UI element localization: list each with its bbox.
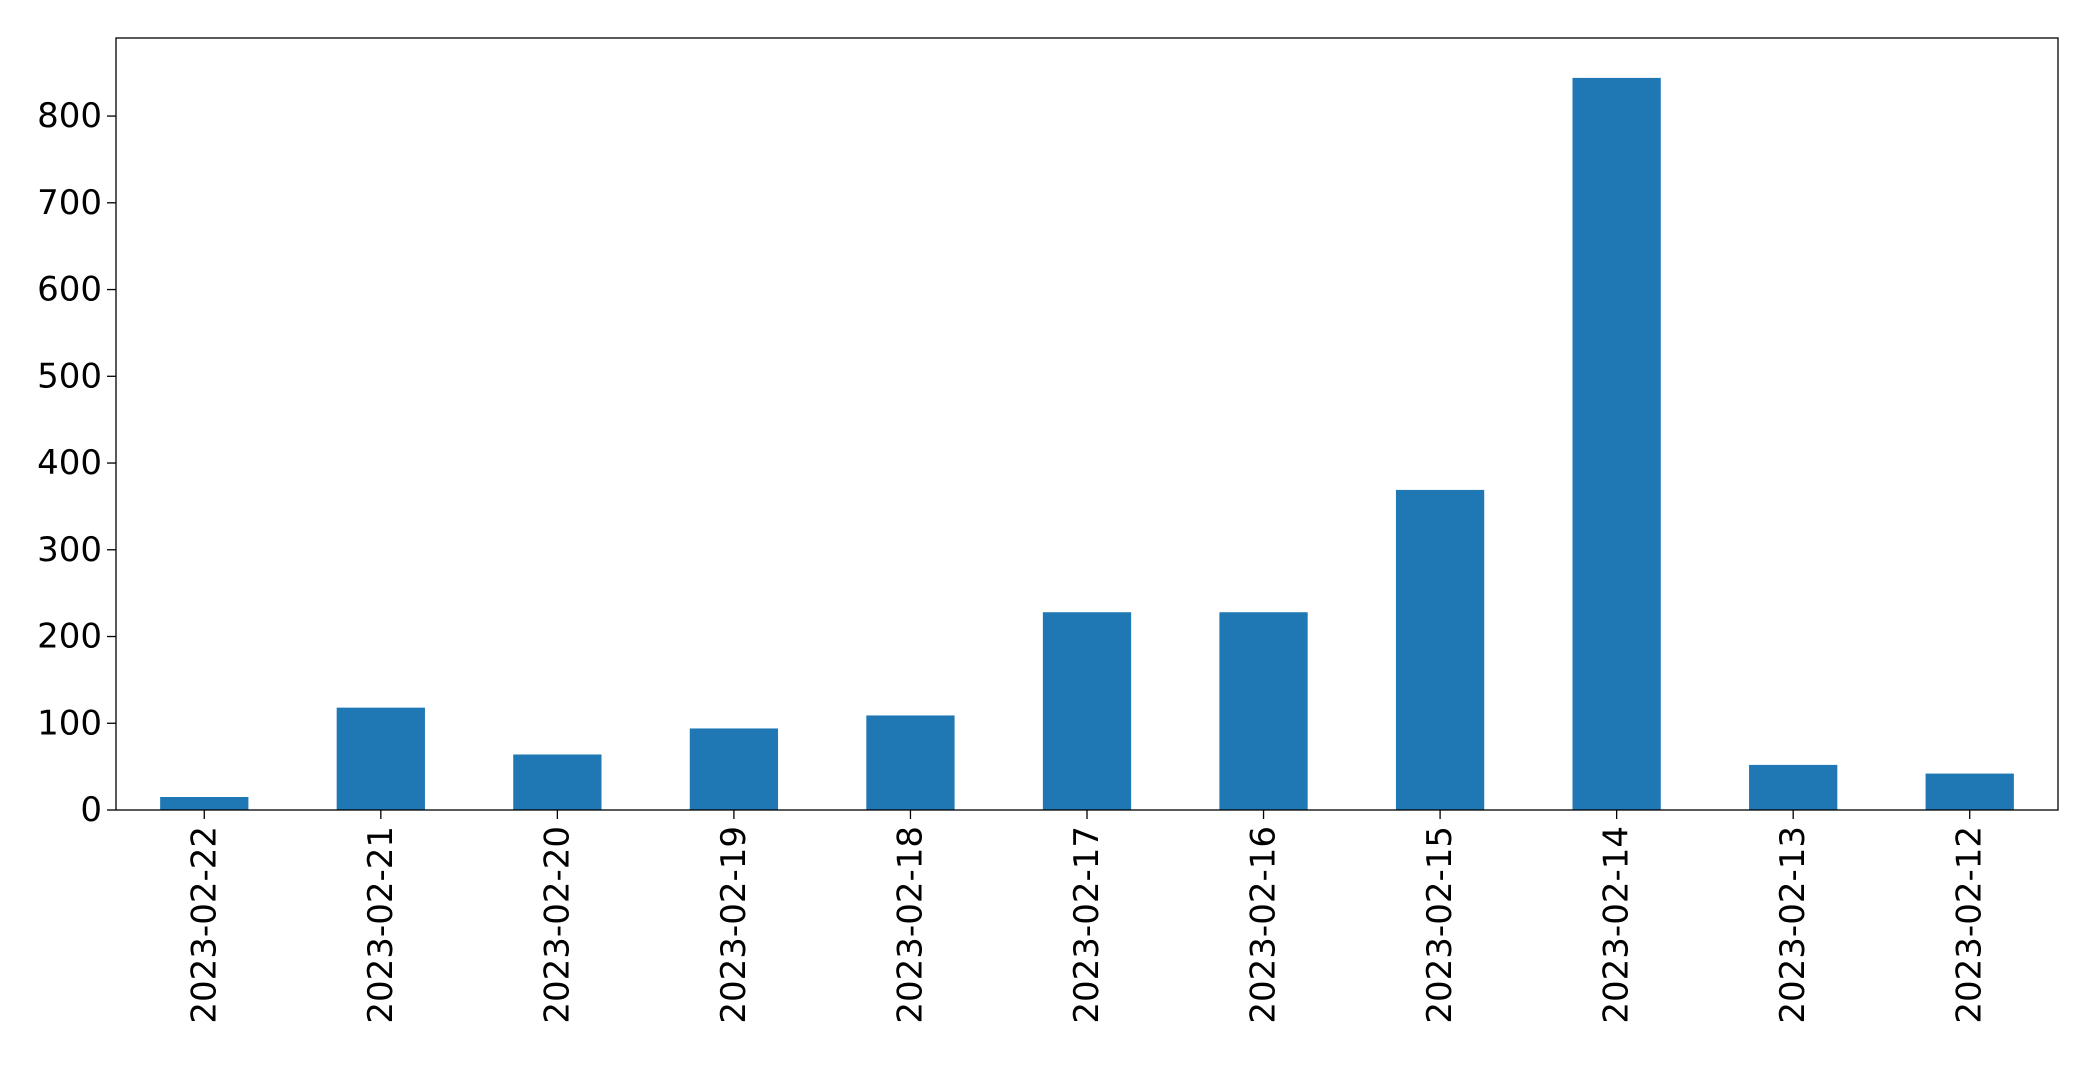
x-tick-label: 2023-02-20 (537, 826, 577, 1024)
y-tick-label: 500 (37, 356, 102, 396)
y-tick-label: 300 (37, 530, 102, 570)
x-tick-label: 2023-02-14 (1597, 826, 1637, 1024)
x-tick-label: 2023-02-16 (1244, 826, 1284, 1024)
bar-2023-02-12 (1925, 773, 2014, 810)
y-tick-label: 600 (37, 270, 102, 310)
bar-2023-02-13 (1749, 764, 1838, 810)
y-tick-label: 100 (37, 703, 102, 743)
x-tick-label: 2023-02-17 (1067, 826, 1107, 1024)
y-tick-label: 400 (37, 443, 102, 483)
bar-2023-02-18 (866, 715, 955, 810)
bar-2023-02-19 (689, 728, 779, 810)
axes-layer: 0 100 200 300 400 500 600 700 800 2023-02-22 2023-… (37, 37, 2059, 1024)
bar-2023-02-15 (1395, 489, 1485, 810)
bar-2023-02-17 (1042, 612, 1132, 810)
bar-2023-02-16 (1219, 612, 1308, 810)
y-tick-label: 700 (37, 183, 102, 223)
x-tick-label: 2023-02-19 (714, 826, 754, 1024)
x-tick-label: 2023-02-21 (361, 826, 401, 1024)
bars-layer (160, 77, 2014, 810)
bar-2023-02-21 (336, 707, 425, 810)
x-tick-label: 2023-02-13 (1773, 826, 1813, 1024)
y-tick-label: 0 (80, 790, 102, 830)
bar-2023-02-22 (160, 796, 249, 810)
x-tick-label: 2023-02-22 (184, 826, 224, 1024)
x-tick-label: 2023-02-18 (890, 826, 930, 1024)
x-tick-label: 2023-02-12 (1950, 826, 1990, 1024)
bar-2023-02-14 (1572, 77, 1661, 810)
x-tick-label: 2023-02-15 (1420, 826, 1460, 1024)
y-tick-label: 800 (37, 96, 102, 136)
y-tick-label: 200 (37, 617, 102, 657)
bar-2023-02-20 (513, 754, 602, 810)
